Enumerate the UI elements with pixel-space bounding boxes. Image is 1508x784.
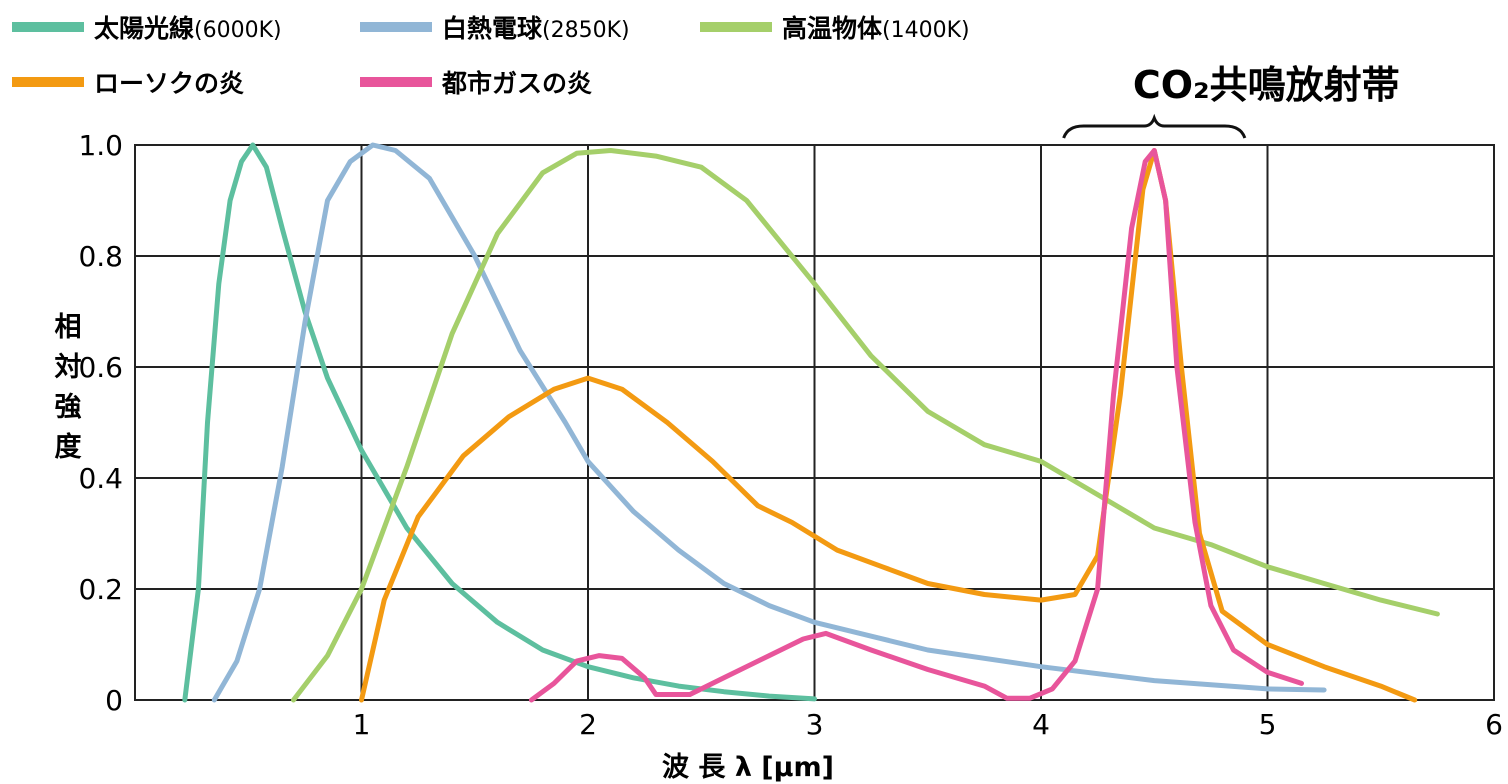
legend-swatch-incandescent — [360, 22, 432, 32]
y-tick-label: 0.6 — [78, 351, 123, 384]
legend-swatch-candle — [12, 77, 84, 87]
chart-ticks: 0 0.2 0.4 0.6 0.8 1.0 1 2 3 4 5 6 — [78, 129, 1502, 741]
y-tick-label: 0.8 — [78, 240, 123, 273]
co2-band-brace — [1062, 113, 1247, 139]
legend-item-incandescent: 白熱電球(2850K) — [360, 14, 630, 43]
legend-swatch-city-gas — [360, 77, 432, 87]
x-tick-label: 3 — [806, 708, 824, 741]
legend-item-candle: ローソクの炎 — [12, 69, 244, 98]
series-line-city-gas — [528, 148, 1304, 703]
series-line-hot-object — [291, 148, 1440, 703]
legend-item-sunlight: 太陽光線(6000K) — [12, 14, 282, 43]
y-tick-label: 1.0 — [78, 129, 123, 162]
series-line-sunlight — [182, 142, 817, 703]
legend-swatch-hot-object — [700, 22, 772, 32]
y-tick-label: 0.4 — [78, 462, 123, 495]
chart-legend: 太陽光線(6000K) 白熱電球(2850K) 高温物体(1400K) ローソク… — [12, 14, 970, 98]
x-axis-label: 波 長 λ [μm] — [662, 752, 834, 783]
x-tick-label: 1 — [353, 708, 371, 741]
chart-grid — [134, 144, 1495, 701]
legend-item-hot-object: 高温物体(1400K) — [700, 14, 970, 43]
y-tick-label: 0 — [105, 684, 123, 717]
legend-item-city-gas: 都市ガスの炎 — [360, 69, 592, 98]
co2-band-label: CO₂共鳴放射帯 — [1133, 63, 1400, 107]
x-tick-label: 6 — [1485, 708, 1503, 741]
legend-swatch-sunlight — [12, 22, 84, 32]
x-tick-label: 4 — [1032, 708, 1050, 741]
legend-label-candle: ローソクの炎 — [94, 69, 244, 98]
series-line-incandescent — [211, 142, 1327, 703]
chart-series — [182, 142, 1440, 703]
legend-label-hot-object: 高温物体(1400K) — [782, 14, 970, 43]
x-tick-label: 5 — [1259, 708, 1277, 741]
legend-label-city-gas: 都市ガスの炎 — [441, 69, 592, 98]
legend-label-sunlight: 太陽光線(6000K) — [94, 14, 282, 43]
legend-label-incandescent: 白熱電球(2850K) — [442, 14, 630, 43]
y-tick-label: 0.2 — [78, 573, 123, 606]
co2-band-annotation: CO₂共鳴放射帯 — [1062, 63, 1400, 139]
y-axis-label: 相対強度 — [55, 312, 82, 463]
series-line-candle — [359, 148, 1418, 703]
x-tick-label: 2 — [579, 708, 597, 741]
